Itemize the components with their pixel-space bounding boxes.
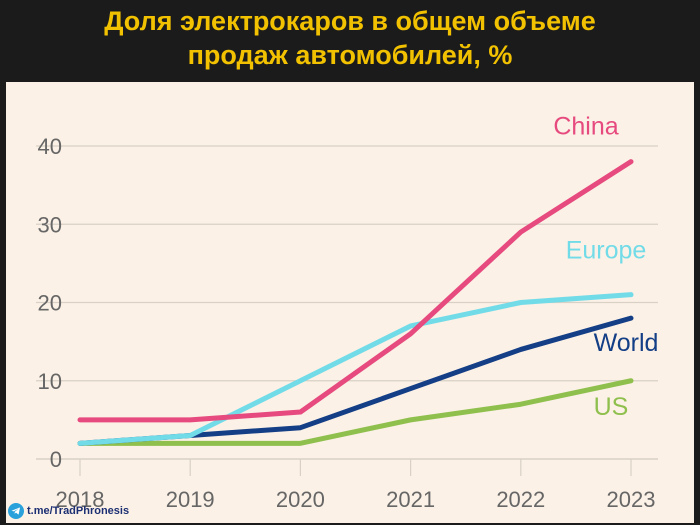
- y-tick-label-0: 0: [50, 447, 62, 472]
- grid-layer: [36, 145, 658, 476]
- chart-title: Доля электрокаров в общем объеме продаж …: [0, 4, 700, 72]
- x-tick-label-2018: 2018: [56, 487, 105, 512]
- series-label-world: World: [594, 329, 659, 357]
- series-line-us: [77, 378, 634, 446]
- line-chart: 0 10 20 30 40 2018 2019 2020 2021 2022 2023 China E…: [36, 113, 658, 512]
- telegram-icon: [8, 503, 24, 519]
- x-tick-label-2019: 2019: [166, 487, 215, 512]
- x-tick-label-2023: 2023: [607, 487, 656, 512]
- axis-layer: 0 10 20 30 40 2018 2019 2020 2021 2022 2023: [38, 134, 656, 512]
- y-tick-label-10: 10: [38, 369, 62, 394]
- chart-panel: 0 10 20 30 40 2018 2019 2020 2021 2022 2023 China E…: [6, 82, 694, 523]
- series-line-china: [77, 159, 634, 423]
- series-label-china: China: [553, 113, 618, 141]
- chart-title-line-1: Доля электрокаров в общем объеме: [104, 6, 596, 36]
- series-layer: [77, 159, 634, 446]
- series-line-europe: [77, 292, 634, 446]
- x-tick-label-2021: 2021: [386, 487, 435, 512]
- y-tick-label-30: 30: [38, 212, 62, 237]
- telegram-link[interactable]: t.me/TradPhronesis: [27, 505, 130, 517]
- series-label-us: US: [594, 393, 629, 421]
- x-tick-label-2020: 2020: [276, 487, 325, 512]
- x-tick-label-2022: 2022: [496, 487, 545, 512]
- series-label-europe: Europe: [566, 237, 647, 265]
- label-layer: China Europe World US: [553, 113, 658, 421]
- telegram-credit[interactable]: t.me/TradPhronesis: [8, 503, 129, 519]
- y-tick-label-20: 20: [38, 291, 62, 316]
- y-tick-label-40: 40: [38, 134, 62, 159]
- chart-title-line-2: продаж автомобилей, %: [187, 40, 513, 70]
